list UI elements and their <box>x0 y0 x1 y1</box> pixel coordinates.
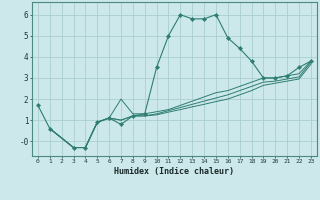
X-axis label: Humidex (Indice chaleur): Humidex (Indice chaleur) <box>115 167 234 176</box>
